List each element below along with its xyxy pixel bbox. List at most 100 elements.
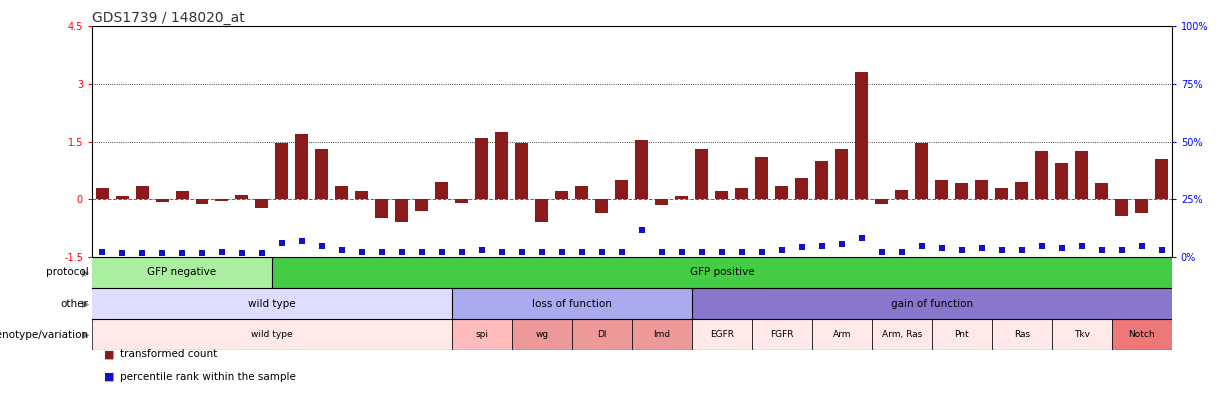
Text: Notch: Notch	[1129, 330, 1155, 339]
Bar	[956, 183, 968, 199]
Bar	[752, 319, 812, 350]
Bar	[156, 199, 168, 202]
Bar	[1156, 159, 1168, 199]
Bar	[975, 180, 988, 199]
Bar	[375, 199, 389, 218]
Bar	[575, 186, 589, 199]
Point	[593, 249, 612, 256]
Bar	[236, 195, 249, 199]
Point	[232, 250, 252, 256]
Point	[472, 247, 492, 253]
Bar	[512, 319, 572, 350]
Bar	[416, 199, 428, 211]
Bar	[675, 196, 688, 199]
Text: ▶: ▶	[82, 267, 90, 277]
Point	[933, 245, 952, 252]
Point	[712, 249, 731, 256]
Bar	[872, 319, 931, 350]
Bar	[96, 188, 108, 199]
Bar	[1055, 163, 1069, 199]
Bar	[915, 143, 929, 199]
Bar	[692, 319, 752, 350]
Bar	[115, 196, 129, 199]
Bar	[175, 191, 189, 199]
Bar	[296, 134, 308, 199]
Point	[253, 250, 272, 256]
Text: other: other	[60, 298, 88, 309]
Bar	[335, 186, 348, 199]
Bar	[452, 288, 692, 319]
Bar	[1036, 151, 1048, 199]
Text: EGFR: EGFR	[710, 330, 734, 339]
Point	[352, 249, 372, 256]
Text: GFP negative: GFP negative	[147, 267, 217, 277]
Point	[372, 249, 391, 256]
Bar	[816, 161, 828, 199]
Bar	[135, 186, 148, 199]
Bar	[836, 149, 848, 199]
Text: wg: wg	[535, 330, 548, 339]
Bar	[855, 72, 869, 199]
Point	[92, 249, 112, 256]
Bar	[515, 143, 529, 199]
Bar	[315, 149, 329, 199]
Bar	[595, 199, 609, 213]
Text: transformed count: transformed count	[120, 350, 217, 359]
Text: ■: ■	[104, 350, 115, 359]
Bar	[812, 319, 872, 350]
Bar	[475, 138, 488, 199]
Bar	[692, 288, 1172, 319]
Point	[692, 249, 712, 256]
Bar	[935, 180, 948, 199]
Point	[1012, 247, 1032, 253]
Text: Ras: Ras	[1014, 330, 1029, 339]
Bar	[455, 199, 469, 203]
Text: percentile rank within the sample: percentile rank within the sample	[120, 372, 296, 382]
Point	[333, 247, 352, 253]
Point	[393, 249, 412, 256]
Point	[312, 243, 331, 249]
Bar	[636, 140, 648, 199]
Point	[452, 249, 471, 256]
Point	[972, 245, 991, 252]
Point	[852, 234, 871, 241]
Bar	[616, 180, 628, 199]
Point	[772, 247, 791, 253]
Point	[632, 227, 652, 233]
Point	[752, 249, 772, 256]
Text: GFP positive: GFP positive	[690, 267, 755, 277]
Bar	[875, 199, 888, 204]
Point	[991, 247, 1011, 253]
Point	[1152, 247, 1172, 253]
Bar	[696, 149, 708, 199]
Point	[572, 249, 591, 256]
Point	[952, 247, 972, 253]
Bar	[896, 190, 908, 199]
Bar	[92, 288, 452, 319]
Text: wild type: wild type	[248, 298, 296, 309]
Bar	[436, 182, 448, 199]
Point	[1133, 243, 1152, 249]
Bar	[195, 199, 209, 204]
Bar	[1135, 199, 1148, 213]
Bar	[276, 143, 288, 199]
Point	[552, 249, 572, 256]
Bar	[735, 188, 748, 199]
Bar	[272, 257, 1172, 288]
Point	[193, 250, 212, 256]
Point	[432, 249, 452, 256]
Text: wild type: wild type	[252, 330, 293, 339]
Text: ▶: ▶	[82, 330, 90, 340]
Point	[793, 244, 812, 250]
Bar	[1115, 199, 1129, 216]
Text: Arm, Ras: Arm, Ras	[882, 330, 921, 339]
Bar	[356, 192, 368, 199]
Text: ■: ■	[104, 372, 115, 382]
Point	[612, 249, 632, 256]
Bar	[931, 319, 991, 350]
Point	[892, 249, 912, 256]
Bar	[1052, 319, 1112, 350]
Text: gain of function: gain of function	[891, 298, 973, 309]
Bar	[995, 188, 1009, 199]
Bar	[795, 178, 809, 199]
